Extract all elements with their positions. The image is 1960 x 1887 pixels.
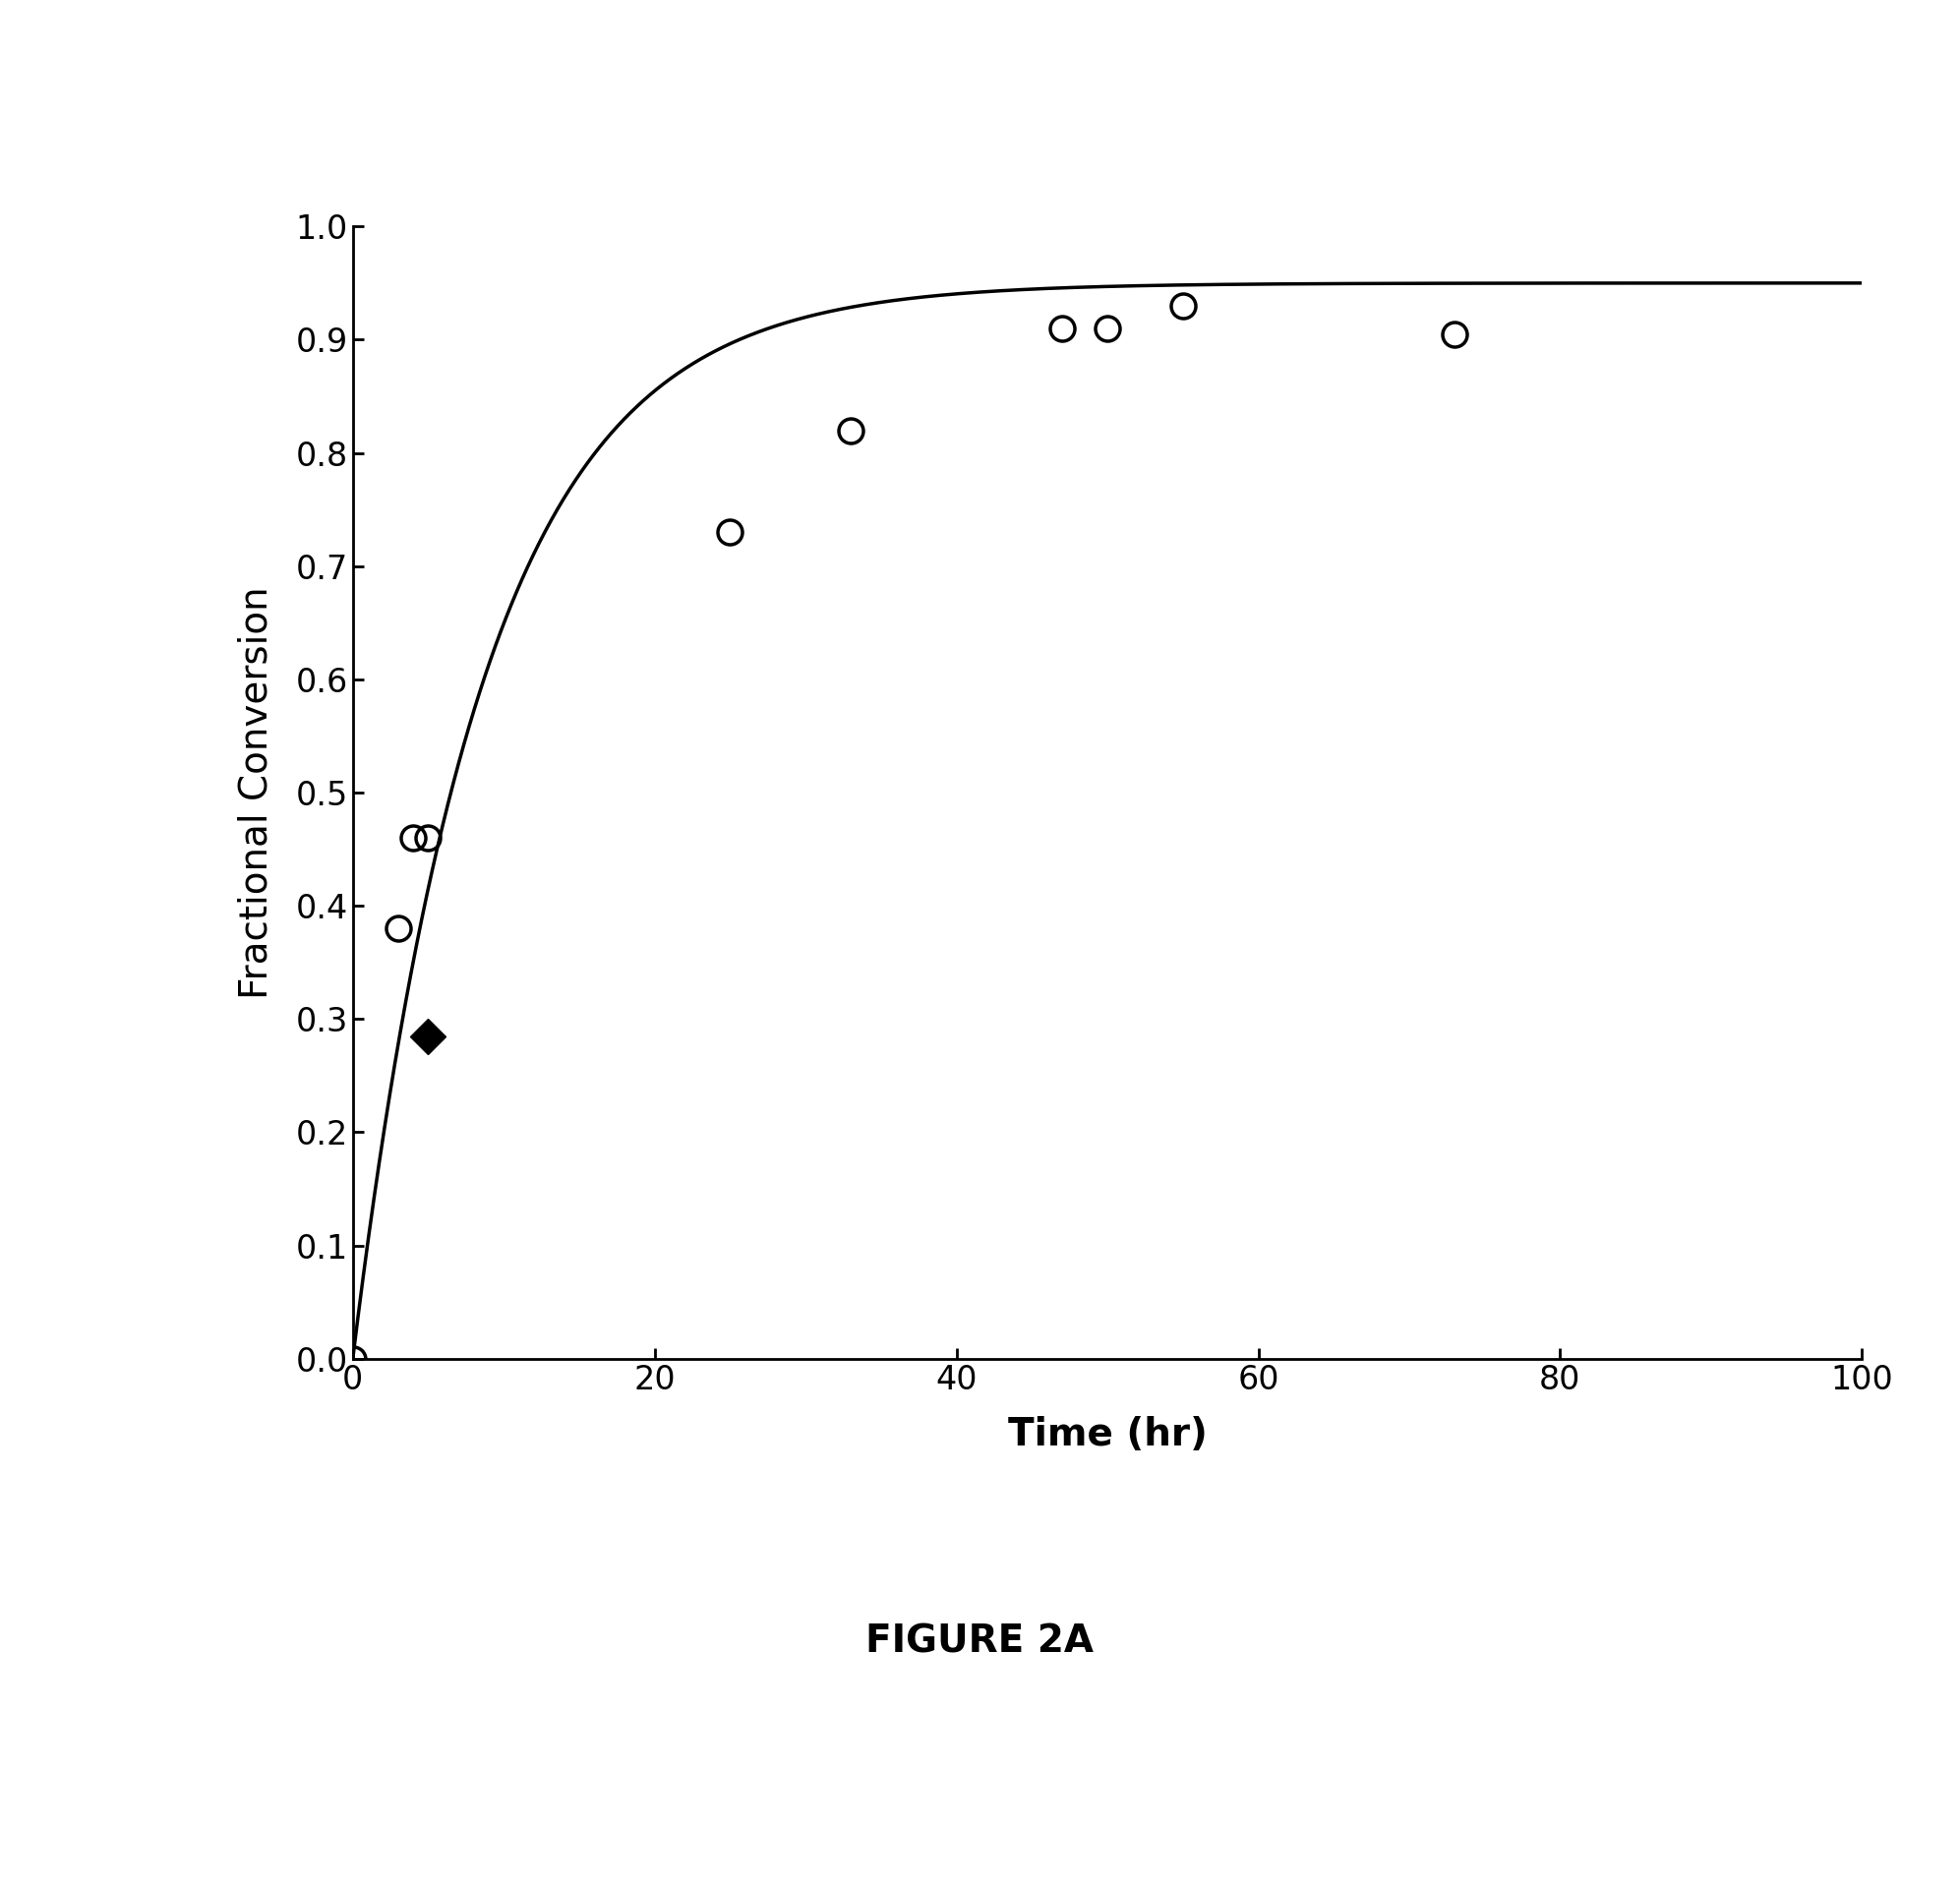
Text: FIGURE 2A: FIGURE 2A [866,1623,1094,1661]
X-axis label: Time (hr): Time (hr) [1007,1417,1207,1453]
Y-axis label: Fractional Conversion: Fractional Conversion [237,587,274,998]
